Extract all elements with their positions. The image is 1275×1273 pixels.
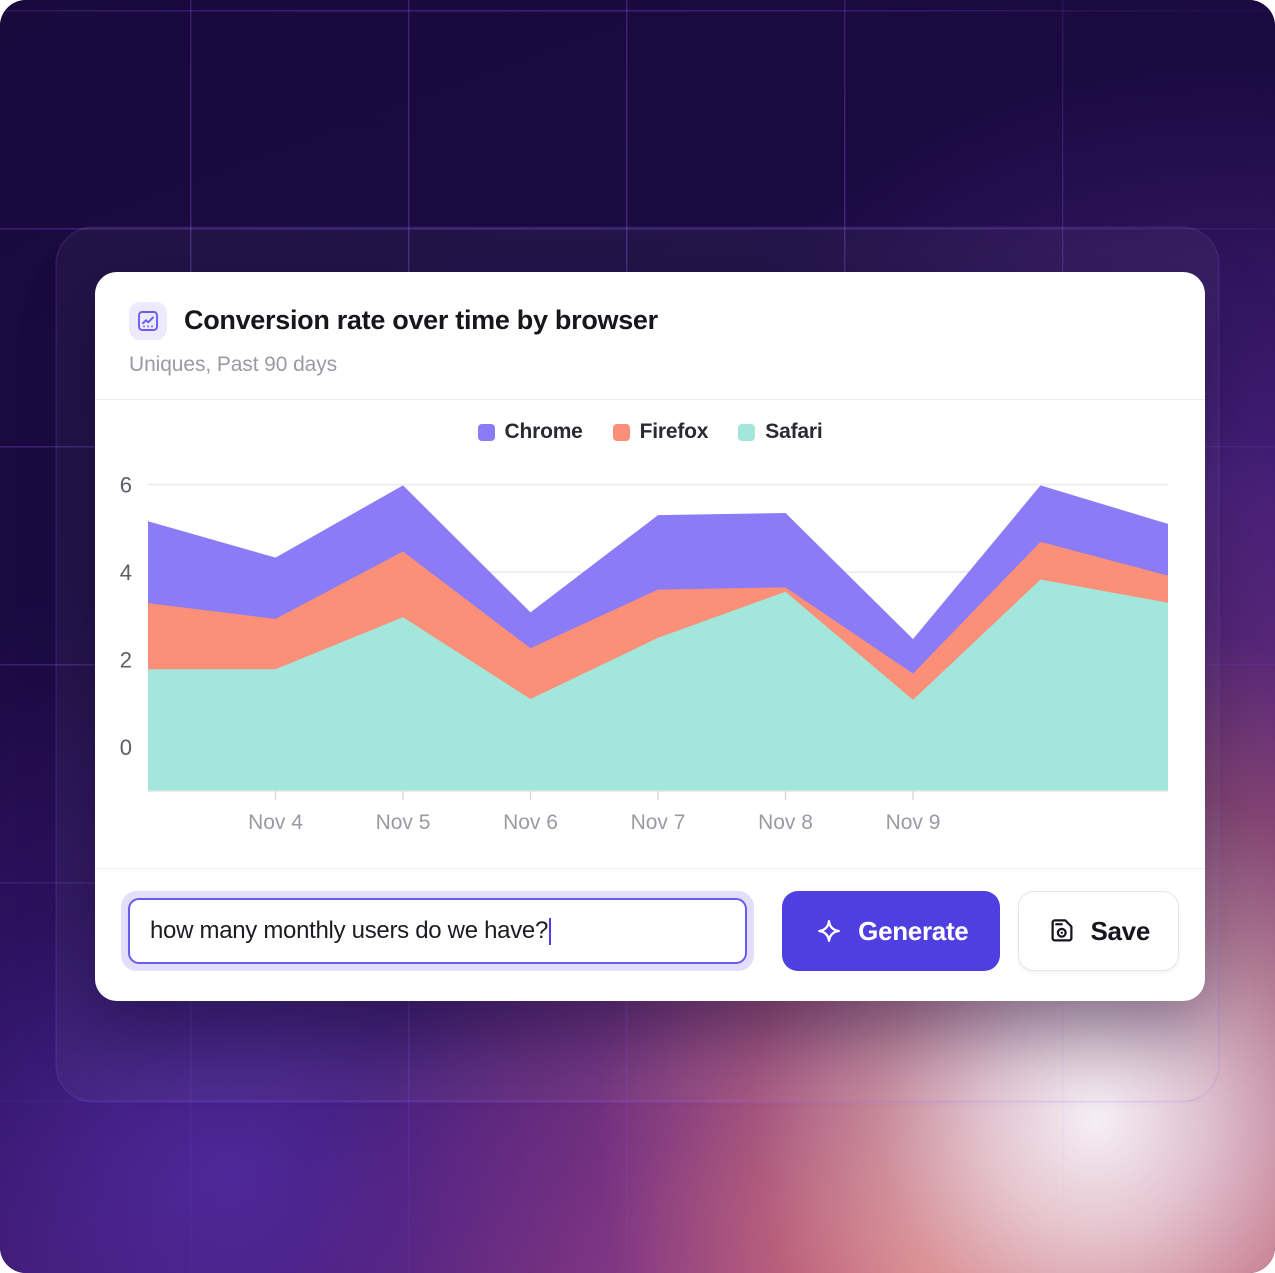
generate-button-label: Generate: [858, 915, 969, 946]
line-chart-icon: [129, 302, 167, 340]
legend-label-safari: Safari: [765, 420, 823, 443]
card-header: Conversion rate over time by browser Uni…: [95, 272, 1205, 399]
prompt-bar: how many monthly users do we have? Gener…: [95, 869, 1205, 1001]
legend-swatch-safari: [738, 423, 756, 441]
x-axis-tick-label: Nov 4: [248, 811, 303, 834]
legend-label-firefox: Firefox: [639, 420, 709, 443]
chart-svg: 0 2 4 6 Nov 4 Nov 5 Nov 6 Nov 7 Nov 8 Nov 9: [120, 473, 1168, 834]
chart-card: Conversion rate over time by browser Uni…: [95, 272, 1205, 1001]
x-axis-tick-label: Nov 5: [376, 811, 431, 834]
card-subtitle: Uniques, Past 90 days: [129, 353, 338, 376]
chart-section: Chrome Firefox Safari 0 2 4 6 Nov 4 Nov 5 Nov …: [95, 400, 1205, 868]
footer-divider: [95, 868, 1205, 869]
area-safari: [148, 579, 1168, 791]
x-axis-tick-label: Nov 6: [503, 811, 558, 834]
y-axis-tick-label: 0: [120, 735, 132, 760]
stacked-area-chart[interactable]: 0 2 4 6 Nov 4 Nov 5 Nov 6 Nov 7 Nov 8 Nov 9: [95, 454, 1205, 854]
save-button[interactable]: Save: [1018, 891, 1179, 971]
legend-item-safari[interactable]: Safari: [738, 420, 823, 444]
text-caret: [549, 917, 552, 945]
prompt-input[interactable]: how many monthly users do we have?: [128, 898, 748, 964]
x-axis-tick-label: Nov 9: [886, 811, 941, 834]
x-axis-tick-label: Nov 7: [631, 811, 686, 834]
chart-legend: Chrome Firefox Safari: [95, 420, 1205, 444]
x-axis-tick-label: Nov 8: [758, 811, 813, 834]
save-disk-icon: [1047, 916, 1077, 946]
y-axis-tick-label: 4: [120, 560, 132, 585]
legend-swatch-firefox: [612, 423, 630, 441]
legend-item-firefox[interactable]: Firefox: [612, 420, 709, 444]
prompt-input-focus-ring: how many monthly users do we have?: [121, 891, 755, 971]
footer-actions: Generate Save: [782, 891, 1179, 971]
legend-item-chrome[interactable]: Chrome: [477, 420, 583, 444]
y-axis-tick-label: 6: [120, 473, 132, 498]
header-divider: [95, 399, 1205, 400]
legend-label-chrome: Chrome: [504, 420, 583, 443]
legend-swatch-chrome: [477, 423, 495, 441]
sparkle-icon: [814, 916, 844, 946]
prompt-input-value: how many monthly users do we have?: [150, 917, 549, 944]
save-button-label: Save: [1090, 915, 1150, 946]
title-row: Conversion rate over time by browser: [129, 302, 1171, 340]
page-title: Conversion rate over time by browser: [184, 305, 658, 336]
generate-button[interactable]: Generate: [782, 891, 1001, 971]
y-axis-tick-label: 2: [120, 648, 132, 673]
